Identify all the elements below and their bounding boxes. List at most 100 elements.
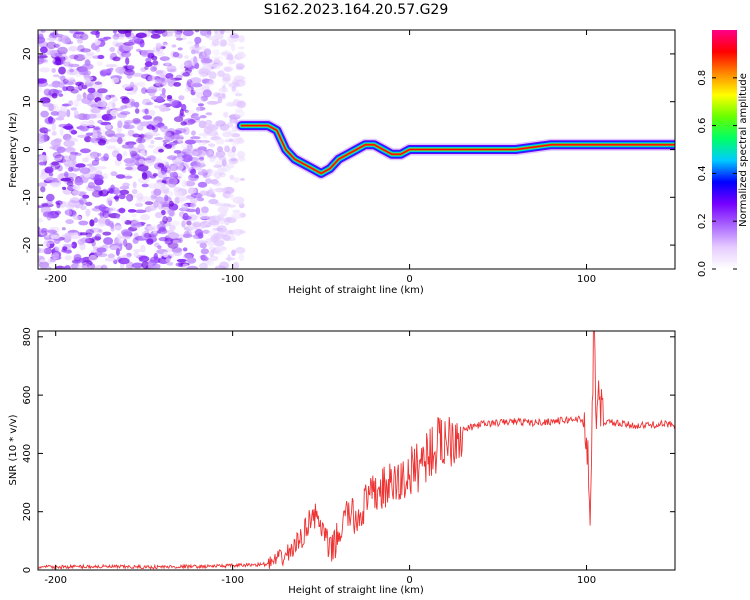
noise-speckle <box>105 103 114 108</box>
noise-speckle <box>103 69 113 74</box>
noise-speckle <box>112 96 118 102</box>
noise-speckle <box>227 254 232 262</box>
noise-speckle <box>113 147 121 153</box>
noise-speckle <box>197 163 206 168</box>
noise-speckle <box>38 33 44 40</box>
noise-speckle <box>151 55 158 61</box>
noise-speckle <box>47 229 58 234</box>
noise-speckle <box>175 156 184 161</box>
noise-speckle <box>115 174 126 179</box>
noise-speckle <box>50 111 59 116</box>
noise-speckle <box>230 234 236 239</box>
noise-speckle <box>168 191 174 197</box>
noise-speckle <box>199 262 208 269</box>
noise-speckle <box>73 54 86 62</box>
noise-speckle <box>110 222 115 229</box>
noise-speckle <box>160 125 168 133</box>
noise-speckle <box>211 56 224 60</box>
noise-speckle <box>176 37 184 41</box>
noise-speckle <box>132 118 141 124</box>
noise-speckle <box>183 253 193 260</box>
noise-speckle <box>82 92 87 99</box>
noise-speckle <box>74 31 85 35</box>
noise-speckle <box>208 71 217 80</box>
noise-speckle <box>186 265 199 269</box>
noise-speckle <box>171 100 182 109</box>
noise-speckle <box>182 34 187 41</box>
noise-speckle <box>200 45 207 51</box>
noise-speckle <box>209 255 219 262</box>
noise-speckle <box>62 133 72 141</box>
noise-speckle <box>97 152 102 157</box>
noise-speckle <box>118 193 126 200</box>
noise-speckle <box>233 261 240 269</box>
noise-speckle <box>132 181 137 189</box>
noise-speckle <box>40 228 48 234</box>
noise-speckle <box>125 195 132 200</box>
noise-speckle <box>173 116 184 123</box>
noise-speckle <box>155 69 167 76</box>
colorbar-ticks: 0.0 0.2 0.4 0.6 0.8 <box>697 70 737 277</box>
noise-speckle <box>43 239 56 244</box>
noise-speckle <box>91 190 103 198</box>
noise-speckle <box>58 66 66 75</box>
noise-speckle <box>154 105 161 109</box>
noise-speckle <box>157 245 162 250</box>
noise-speckle <box>49 258 56 263</box>
noise-speckle <box>185 207 197 213</box>
noise-speckle <box>46 37 57 41</box>
noise-speckle <box>38 86 43 93</box>
noise-speckle <box>72 185 81 190</box>
noise-speckle <box>112 40 119 48</box>
noise-speckle <box>201 256 209 261</box>
noise-speckle <box>79 197 87 205</box>
noise-speckle <box>194 50 200 54</box>
noise-speckle <box>105 63 118 68</box>
noise-speckle <box>97 38 108 42</box>
noise-speckle <box>77 134 89 138</box>
noise-speckle <box>68 166 74 172</box>
noise-speckle <box>42 102 54 108</box>
noise-speckle <box>108 197 114 201</box>
noise-speckle <box>156 223 166 231</box>
noise-speckle <box>123 158 136 164</box>
noise-speckle <box>130 101 136 107</box>
noise-speckle <box>86 263 96 269</box>
noise-speckle <box>178 113 185 118</box>
noise-speckle <box>114 187 120 194</box>
noise-speckle <box>104 207 117 212</box>
noise-speckle <box>112 30 118 34</box>
noise-speckle <box>219 39 227 47</box>
noise-speckle <box>38 182 47 187</box>
noise-speckle <box>154 30 166 34</box>
noise-speckle <box>194 116 201 120</box>
noise-speckle <box>140 214 150 221</box>
colorbar-tick-label: 0.2 <box>697 213 708 229</box>
noise-speckle <box>209 249 215 257</box>
noise-speckle <box>38 138 45 144</box>
noise-speckle <box>38 78 48 84</box>
noise-speckle <box>46 41 57 50</box>
noise-speckle <box>93 185 102 192</box>
noise-speckle <box>70 130 78 135</box>
noise-speckle <box>212 64 221 70</box>
noise-speckle <box>235 62 244 66</box>
noise-speckle <box>38 57 45 65</box>
noise-speckle <box>231 119 236 123</box>
noise-speckle <box>158 148 164 153</box>
noise-speckle <box>112 56 121 62</box>
noise-speckle <box>54 155 63 162</box>
y-tick-label: 400 <box>22 444 33 463</box>
ridge-stroke <box>241 125 675 174</box>
noise-speckle <box>234 110 245 118</box>
noise-speckle <box>120 235 131 240</box>
noise-speckle <box>123 120 134 124</box>
noise-speckle <box>87 113 97 119</box>
noise-speckle <box>229 117 238 123</box>
noise-speckle <box>197 103 204 107</box>
noise-speckle <box>159 74 166 79</box>
noise-speckle <box>38 248 47 253</box>
noise-speckle <box>222 131 233 138</box>
noise-speckle <box>192 113 199 117</box>
